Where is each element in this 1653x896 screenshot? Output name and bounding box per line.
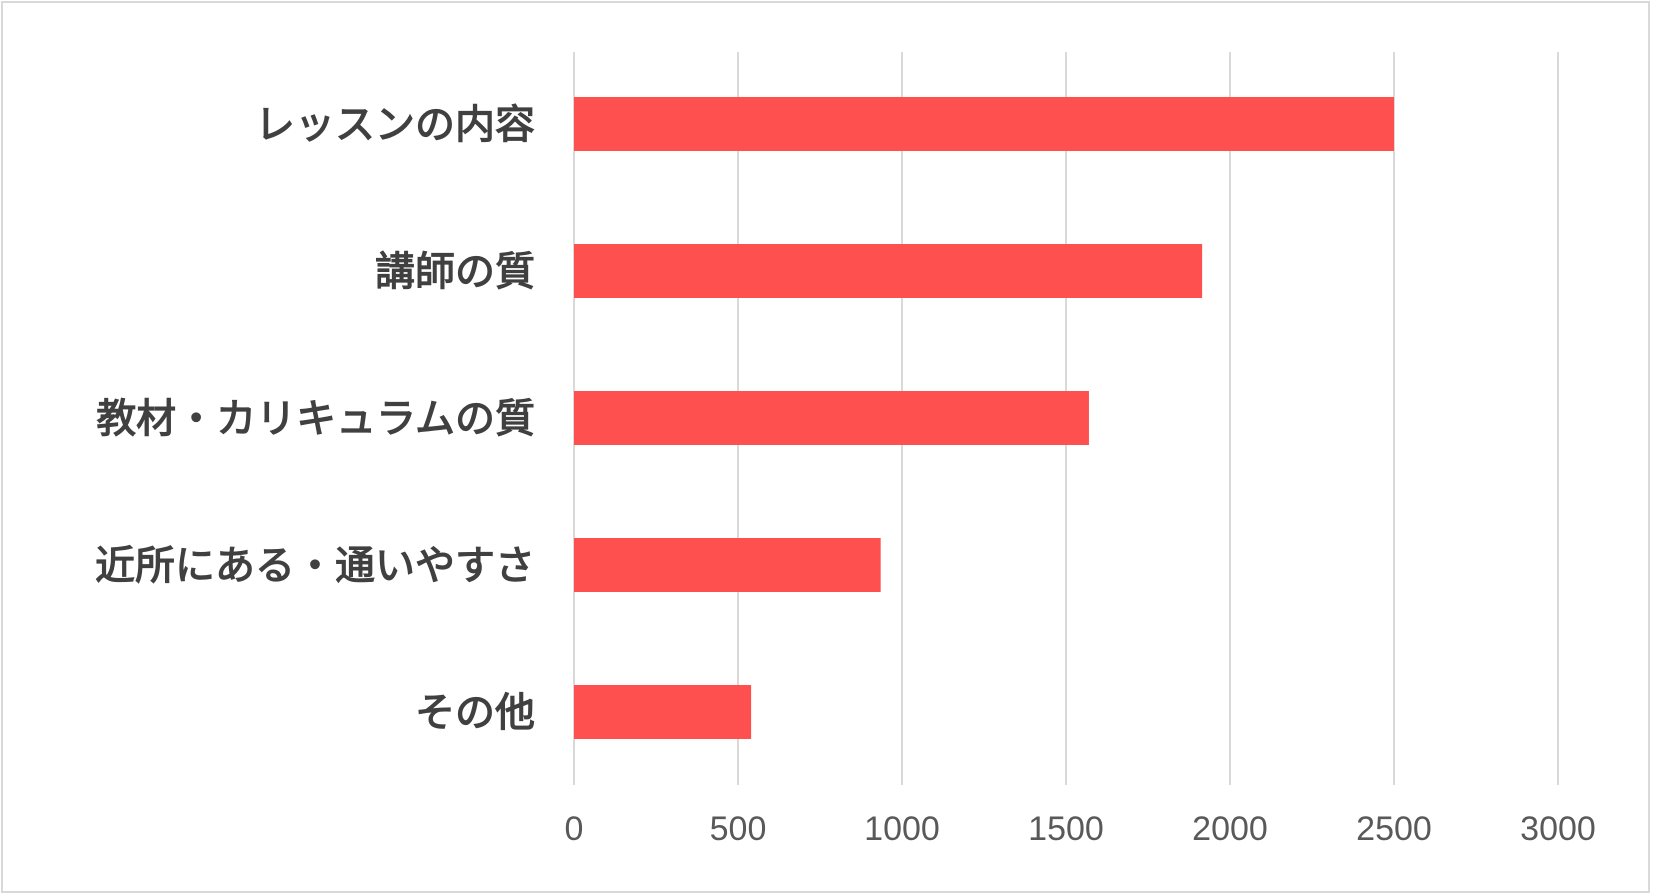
gridlines bbox=[573, 52, 1559, 785]
category-label: 講師の質 bbox=[375, 249, 535, 295]
x-tick-label: 2500 bbox=[1356, 810, 1432, 848]
category-label: その他 bbox=[415, 690, 535, 736]
bar bbox=[574, 538, 881, 592]
bar bbox=[574, 97, 1394, 151]
category-label: 近所にある・通いやすさ bbox=[95, 543, 535, 589]
category-label: 教材・カリキュラムの質 bbox=[96, 396, 535, 442]
bar bbox=[574, 685, 752, 739]
x-tick-label: 0 bbox=[565, 810, 584, 848]
bar bbox=[574, 391, 1089, 445]
x-tick-label: 500 bbox=[710, 810, 767, 848]
x-tick-label: 2000 bbox=[1192, 810, 1268, 848]
x-tick-label: 1500 bbox=[1028, 810, 1104, 848]
x-axis-tick-labels: 0 500 1000 1500 2000 2500 3000 bbox=[565, 810, 1596, 848]
category-label: レッスンの内容 bbox=[255, 102, 535, 148]
x-tick-label: 3000 bbox=[1520, 810, 1596, 848]
bar bbox=[574, 244, 1203, 298]
bars bbox=[574, 97, 1394, 739]
x-tick-label: 1000 bbox=[864, 810, 940, 848]
